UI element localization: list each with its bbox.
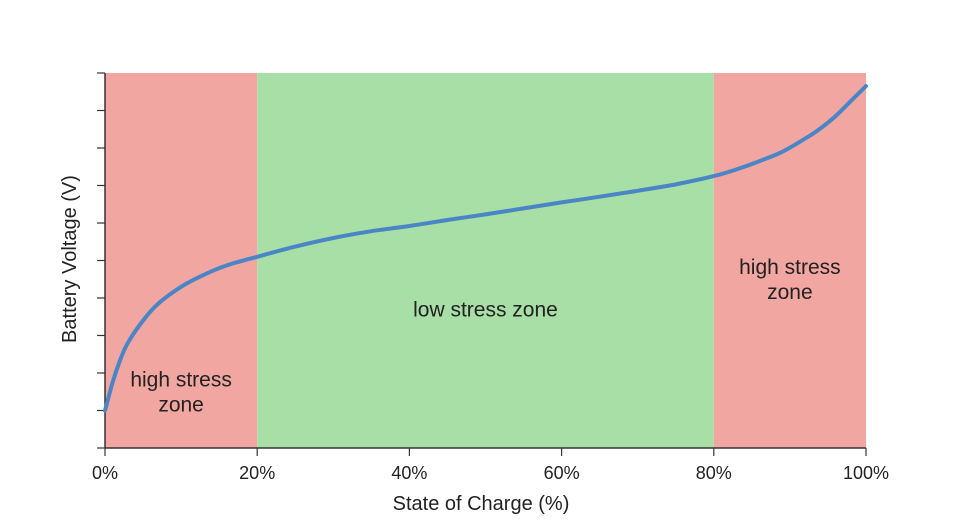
zone-band-0 xyxy=(105,73,257,448)
x-tick-label-0: 0% xyxy=(92,463,118,483)
x-tick-label-5: 100% xyxy=(843,463,889,483)
x-axis-title: State of Charge (%) xyxy=(393,493,570,515)
x-tick-label-3: 60% xyxy=(544,463,580,483)
y-axis-title: Battery Voltage (V) xyxy=(59,175,81,343)
zone-label-0-line-0: high stress xyxy=(130,368,232,391)
x-tick-label-1: 20% xyxy=(239,463,275,483)
x-tick-label-4: 80% xyxy=(696,463,732,483)
x-tick-label-2: 40% xyxy=(391,463,427,483)
zone-label-0-line-1: zone xyxy=(158,393,204,416)
zone-label-2-line-0: high stress xyxy=(739,256,841,279)
zone-band-1 xyxy=(257,73,714,448)
zone-label-2-line-1: zone xyxy=(767,281,813,304)
zone-label-1-line-0: low stress zone xyxy=(413,298,558,321)
